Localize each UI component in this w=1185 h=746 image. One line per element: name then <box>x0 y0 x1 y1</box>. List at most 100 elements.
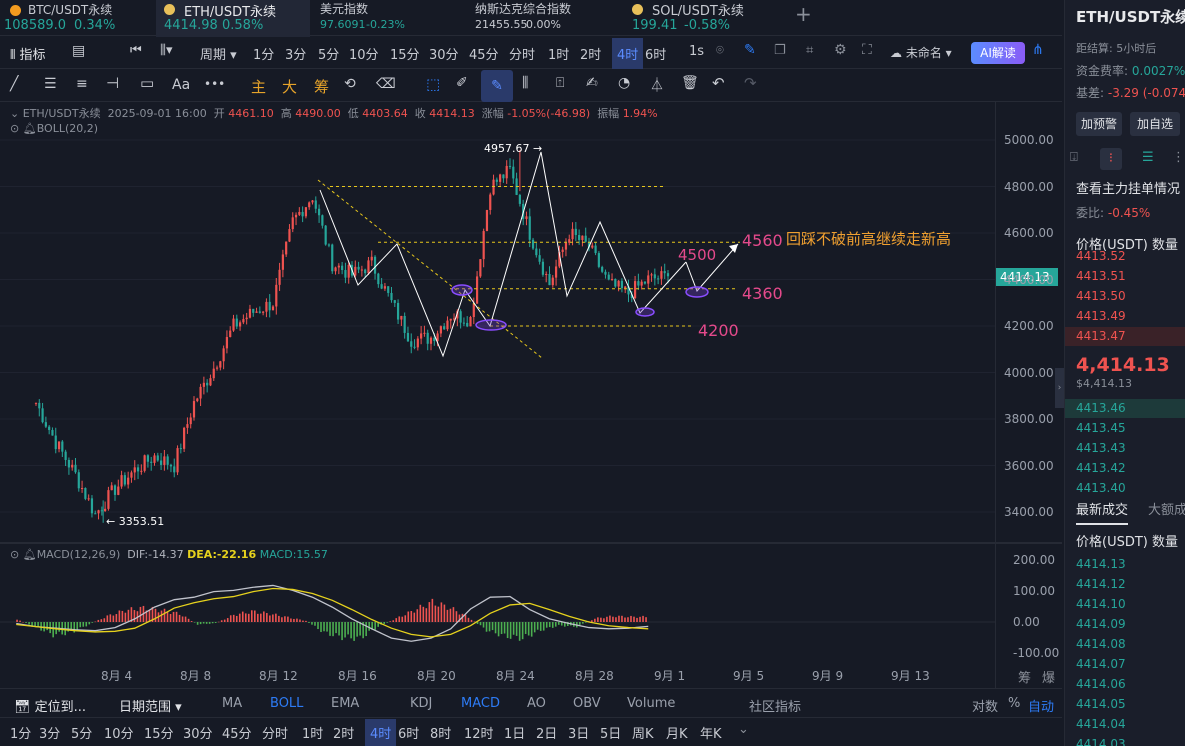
bottom-tf-18[interactable]: 周K <box>632 727 654 742</box>
boll-legend[interactable]: ⊙ 🔔︎BOLL(20,2) <box>10 122 99 135</box>
indicator-volume[interactable]: Volume <box>627 696 676 711</box>
template-icon[interactable]: ▤ <box>72 43 86 59</box>
locate-button[interactable]: 📅︎ 定位到... <box>14 700 87 715</box>
bottom-tf-5[interactable]: 30分 <box>183 727 213 742</box>
ai-button[interactable]: AI解读 <box>971 42 1025 64</box>
bottom-tf-14[interactable]: 1日 <box>504 727 526 742</box>
add-alert-button[interactable]: 加预警 <box>1076 112 1122 136</box>
filter-icon[interactable]: ⏃ <box>650 78 664 94</box>
ticker-tab-nasdaq[interactable]: 纳斯达克综合指数 21455.55 0.00% <box>472 0 622 36</box>
trash-icon[interactable]: 🗑 <box>681 75 699 91</box>
channel-icon[interactable]: ≡ <box>76 76 88 92</box>
ticker-tab-dxy[interactable]: 美元指数 97.6091 -0.23% <box>316 0 466 36</box>
brush-icon[interactable]: ✐ <box>456 75 468 91</box>
indicator-ema[interactable]: EMA <box>331 696 360 711</box>
collapse-bottom-icon[interactable]: ⌄ <box>738 722 749 737</box>
ask-row[interactable]: 4413.47 <box>1076 329 1126 343</box>
bottom-tf-2[interactable]: 5分 <box>71 727 93 742</box>
timeframe-4[interactable]: 15分 <box>390 48 420 63</box>
bottom-tf-20[interactable]: 年K <box>700 727 722 742</box>
bid-row[interactable]: 4413.46 <box>1076 401 1126 415</box>
axis-corner-b[interactable]: 爆 <box>1042 671 1056 686</box>
replay-icon[interactable]: ⏮ <box>130 43 142 58</box>
share-icon[interactable]: ⋔ <box>1032 42 1044 58</box>
main-force-button[interactable]: 主 <box>251 78 267 96</box>
book-mode-both-icon[interactable]: ⁝ <box>1100 148 1122 170</box>
indicator-macd[interactable]: MACD <box>461 696 500 711</box>
window-icon[interactable]: ❐ <box>774 43 786 58</box>
ticker-tab-btc[interactable]: BTC/USDT永续 108589.0 0.34% <box>0 0 150 36</box>
chart-type-icon[interactable]: ⫼▾ <box>160 43 173 58</box>
ticker-tab-sol[interactable]: SOL/USDT永续 199.41 -0.58% <box>628 0 778 36</box>
bid-row[interactable]: 4413.43 <box>1076 441 1126 455</box>
bottom-tf-1[interactable]: 3分 <box>39 727 61 742</box>
bid-row[interactable]: 4413.45 <box>1076 421 1126 435</box>
large-order-button[interactable]: 大 <box>282 78 298 96</box>
pencil-icon[interactable]: ✎ <box>744 42 756 58</box>
redo-icon[interactable]: ↷ <box>744 74 757 92</box>
crop-icon[interactable]: ⌗ <box>806 43 814 58</box>
timeframe-10[interactable]: 4时 <box>612 38 644 69</box>
magnet-icon[interactable]: ⟲ <box>344 76 356 92</box>
ray-icon[interactable]: ⊣ <box>106 74 120 92</box>
timeframe-7[interactable]: 分时 <box>509 48 536 63</box>
indicator-obv[interactable]: OBV <box>573 696 601 711</box>
fullscreen-icon[interactable]: ⛶ <box>862 42 872 58</box>
add-watch-button[interactable]: 加自选 <box>1130 112 1180 136</box>
indicator-社区指标[interactable]: 社区指标 <box>749 700 802 715</box>
ask-row[interactable]: 4413.50 <box>1076 289 1126 303</box>
price-chart[interactable] <box>0 102 995 542</box>
ask-row[interactable]: 4413.51 <box>1076 269 1126 283</box>
auto-scale-button[interactable]: 自动 <box>1028 700 1055 715</box>
timeframe-2[interactable]: 5分 <box>318 48 340 63</box>
hline-icon[interactable]: ☰ <box>44 76 57 92</box>
bottom-tf-0[interactable]: 1分 <box>10 727 32 742</box>
panel-toggle-handle[interactable]: › <box>1055 368 1064 408</box>
bottom-tf-13[interactable]: 12时 <box>464 727 494 742</box>
draw-mode-icon[interactable]: ✎ <box>481 70 513 102</box>
timeframe-8[interactable]: 1时 <box>548 48 570 63</box>
macd-chart[interactable] <box>0 544 995 662</box>
add-tab-icon[interactable]: + <box>795 2 812 26</box>
bottom-tf-15[interactable]: 2日 <box>536 727 558 742</box>
book-mode-asks-icon[interactable]: ☰ <box>1142 150 1154 165</box>
big-trade-tab[interactable]: 大额成 <box>1148 503 1185 518</box>
timeframe-11[interactable]: 6时 <box>645 48 667 63</box>
timeframe-0[interactable]: 1分 <box>253 48 275 63</box>
date-range-button[interactable]: 日期范围 ▾ <box>119 700 182 715</box>
chips-button[interactable]: 筹 <box>314 78 330 96</box>
indicator-ma[interactable]: MA <box>222 696 243 711</box>
text-tool-icon[interactable]: Aa <box>172 77 191 93</box>
period-button[interactable]: 周期 ▾ <box>200 48 237 63</box>
depth-title[interactable]: 查看主力挂单情况 <box>1076 182 1181 197</box>
settings-icon[interactable]: ⚙ <box>834 42 847 58</box>
bottom-tf-17[interactable]: 5日 <box>600 727 622 742</box>
trade-tab[interactable]: 最新成交 <box>1076 499 1129 525</box>
bottom-tf-9[interactable]: 2时 <box>333 727 355 742</box>
lock-icon[interactable]: ⍐ <box>556 75 565 91</box>
bottom-tf-16[interactable]: 3日 <box>568 727 590 742</box>
camera-icon[interactable]: ⌾ <box>716 43 724 58</box>
bottom-tf-19[interactable]: 月K <box>666 727 688 742</box>
cloud-layout-button[interactable]: ☁ 未命名 ▾ <box>890 46 952 60</box>
timeframe-1[interactable]: 3分 <box>285 48 307 63</box>
axis-corner-a[interactable]: 筹 <box>1018 671 1032 686</box>
ask-row[interactable]: 4413.52 <box>1076 249 1126 263</box>
indicators-button[interactable]: ⫴ 指标 <box>10 48 46 63</box>
bottom-tf-7[interactable]: 分时 <box>262 727 289 742</box>
paint-icon[interactable]: ◔ <box>618 75 631 91</box>
book-mode-bids-icon[interactable]: ⍗ <box>1070 150 1078 165</box>
select-icon[interactable]: ⬚ <box>426 75 441 93</box>
collapse-icon[interactable]: ⌄ <box>10 107 23 120</box>
timeframe-6[interactable]: 45分 <box>469 48 499 63</box>
bottom-tf-6[interactable]: 45分 <box>222 727 252 742</box>
bottom-tf-11[interactable]: 6时 <box>398 727 420 742</box>
notes-icon[interactable]: ✍ <box>586 75 598 91</box>
macd-legend[interactable]: ⊙ 🔔︎MACD(12,26,9) DIF:-14.37 DEA:-22.16 … <box>10 548 328 561</box>
timeframe-5[interactable]: 30分 <box>429 48 459 63</box>
bid-row[interactable]: 4413.42 <box>1076 461 1126 475</box>
indicator-kdj[interactable]: KDJ <box>410 696 433 711</box>
book-more-icon[interactable]: ⋮ <box>1172 150 1185 165</box>
ticker-tab-eth[interactable]: ETH/USDT永续 4414.98 0.58% <box>156 0 310 37</box>
bottom-tf-3[interactable]: 10分 <box>104 727 134 742</box>
